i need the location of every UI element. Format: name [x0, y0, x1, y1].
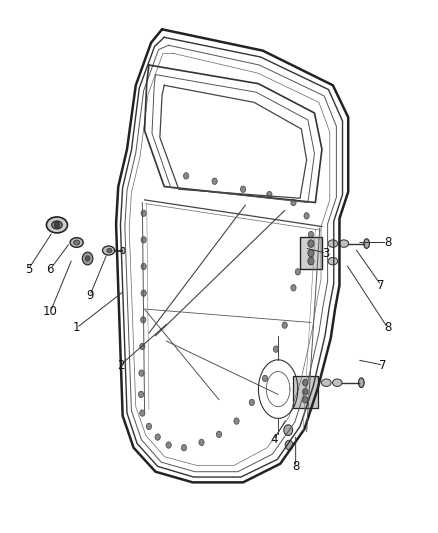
Ellipse shape [364, 239, 369, 248]
Ellipse shape [332, 379, 342, 386]
Ellipse shape [328, 257, 338, 265]
Text: 6: 6 [46, 263, 54, 276]
Circle shape [262, 375, 268, 382]
Circle shape [291, 199, 296, 206]
Circle shape [303, 397, 308, 403]
Text: 10: 10 [43, 305, 58, 318]
Ellipse shape [70, 238, 83, 247]
Circle shape [141, 317, 146, 323]
Circle shape [216, 431, 222, 438]
Circle shape [240, 186, 246, 192]
Circle shape [308, 242, 314, 248]
Text: 8: 8 [384, 321, 391, 334]
Circle shape [284, 425, 293, 435]
Circle shape [139, 370, 144, 376]
Circle shape [295, 269, 300, 275]
Text: 8: 8 [384, 236, 391, 249]
Circle shape [291, 285, 296, 291]
Ellipse shape [52, 221, 62, 229]
Text: 2: 2 [117, 359, 124, 372]
Circle shape [304, 213, 309, 219]
Circle shape [140, 343, 145, 350]
Ellipse shape [358, 378, 364, 387]
Text: 7: 7 [379, 359, 387, 372]
Circle shape [273, 346, 279, 352]
Text: 9: 9 [86, 289, 94, 302]
Ellipse shape [339, 240, 349, 247]
Circle shape [181, 445, 187, 451]
Circle shape [54, 222, 60, 228]
Circle shape [141, 237, 146, 243]
Circle shape [303, 389, 308, 395]
Circle shape [285, 440, 293, 450]
Ellipse shape [74, 240, 80, 245]
Ellipse shape [46, 217, 67, 233]
Text: 5: 5 [25, 263, 32, 276]
Circle shape [146, 423, 152, 430]
Circle shape [308, 249, 314, 257]
Circle shape [141, 290, 146, 296]
Ellipse shape [102, 246, 115, 255]
Circle shape [199, 439, 204, 446]
Circle shape [141, 263, 146, 270]
Ellipse shape [321, 379, 331, 386]
Circle shape [212, 178, 217, 184]
Text: 1: 1 [73, 321, 81, 334]
Circle shape [308, 257, 314, 265]
Circle shape [82, 252, 93, 265]
Circle shape [308, 240, 314, 247]
Ellipse shape [328, 240, 338, 247]
Circle shape [141, 210, 146, 216]
Circle shape [140, 410, 145, 416]
Circle shape [138, 391, 144, 398]
Circle shape [166, 442, 171, 448]
Ellipse shape [121, 247, 125, 254]
Circle shape [85, 256, 90, 261]
Circle shape [184, 173, 189, 179]
Text: 3: 3 [323, 247, 330, 260]
Ellipse shape [107, 248, 112, 253]
Circle shape [282, 322, 287, 328]
Text: 8: 8 [292, 460, 299, 473]
Text: 7: 7 [377, 279, 385, 292]
Circle shape [234, 418, 239, 424]
Polygon shape [300, 237, 322, 269]
Polygon shape [293, 376, 318, 408]
Circle shape [155, 434, 160, 440]
Circle shape [249, 399, 254, 406]
Text: 4: 4 [270, 433, 278, 446]
Circle shape [303, 379, 308, 386]
Circle shape [308, 231, 314, 238]
Circle shape [267, 191, 272, 198]
